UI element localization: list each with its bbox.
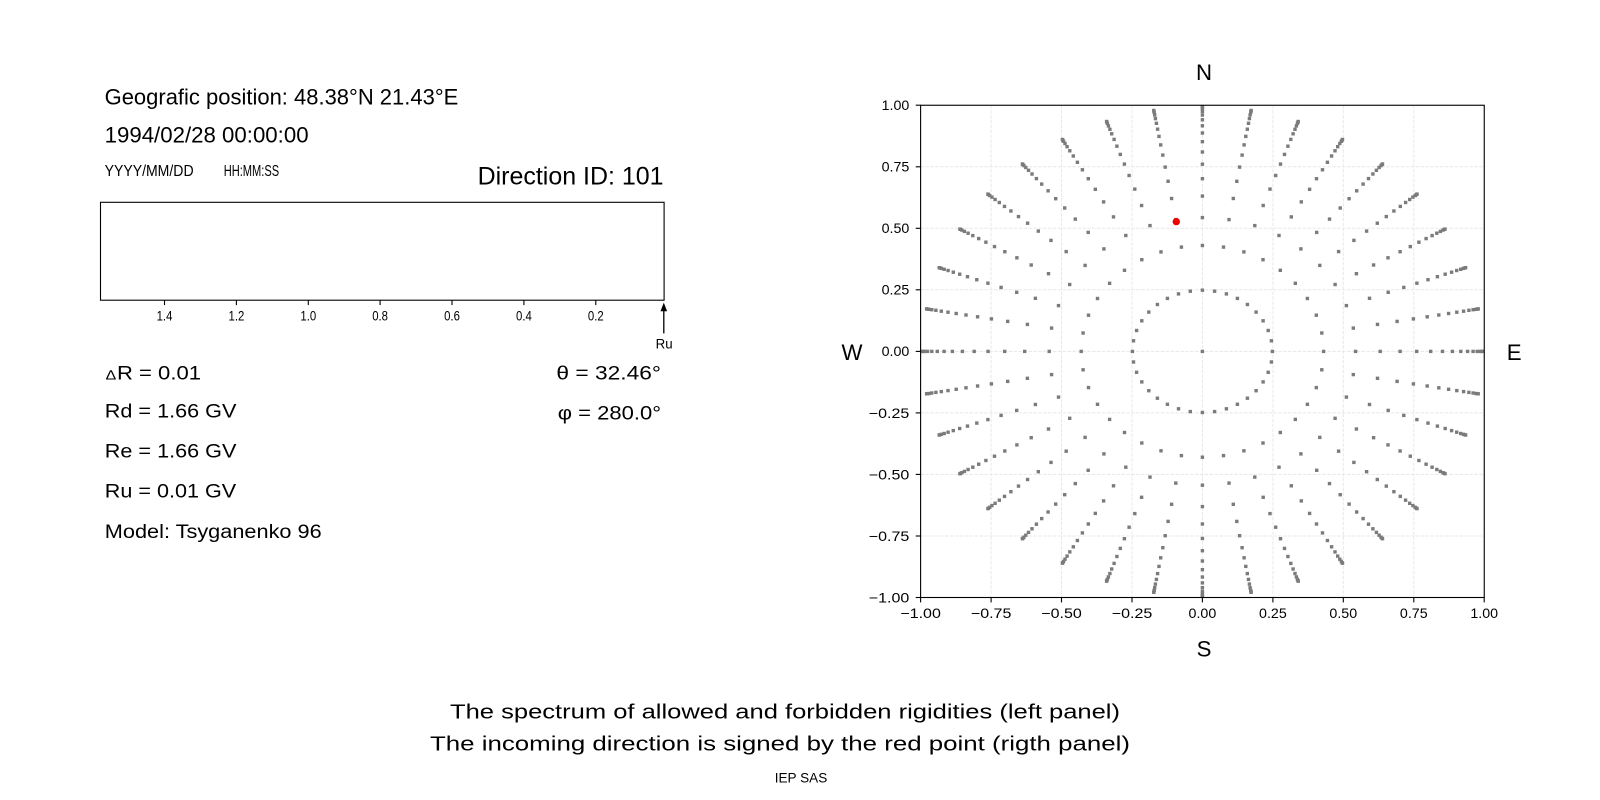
svg-text:0.8: 0.8 <box>372 307 388 323</box>
svg-text:The spectrum of allowed and fo: The spectrum of allowed and forbidden ri… <box>450 702 1120 724</box>
svg-text:YYYY/MM/DD: YYYY/MM/DD <box>105 163 194 180</box>
svg-text:R = 0.01: R = 0.01 <box>117 362 201 384</box>
svg-text:S: S <box>1197 636 1212 661</box>
svg-text:N: N <box>1196 60 1212 85</box>
svg-text:Ru: Ru <box>656 335 673 351</box>
svg-text:−0.50: −0.50 <box>1041 605 1082 621</box>
svg-text:IEP SAS: IEP SAS <box>775 770 828 786</box>
svg-text:0.75: 0.75 <box>882 159 910 175</box>
svg-text:Re = 1.66 GV: Re = 1.66 GV <box>105 440 237 462</box>
svg-text:−0.75: −0.75 <box>869 528 910 544</box>
svg-text:−0.50: −0.50 <box>869 466 910 482</box>
svg-text:E: E <box>1507 340 1522 365</box>
svg-text:1.00: 1.00 <box>1470 605 1498 621</box>
svg-text:0.75: 0.75 <box>1400 605 1428 621</box>
svg-text:1.0: 1.0 <box>300 307 316 323</box>
svg-text:0.4: 0.4 <box>516 307 532 323</box>
svg-text:φ = 280.0°: φ = 280.0° <box>558 402 661 424</box>
svg-text:−1.00: −1.00 <box>900 605 941 621</box>
svg-text:0.50: 0.50 <box>1329 605 1357 621</box>
svg-text:0.00: 0.00 <box>882 343 910 359</box>
svg-text:0.2: 0.2 <box>588 307 604 323</box>
svg-text:0.00: 0.00 <box>1189 605 1217 621</box>
svg-text:∆: ∆ <box>106 367 117 382</box>
svg-text:0.25: 0.25 <box>882 282 910 298</box>
svg-text:0.50: 0.50 <box>882 220 910 236</box>
svg-text:0.25: 0.25 <box>1259 605 1287 621</box>
svg-text:HH:MM:SS: HH:MM:SS <box>224 163 280 180</box>
svg-text:1.2: 1.2 <box>229 307 245 323</box>
svg-text:Geografic position: 48.38°N 21: Geografic position: 48.38°N 21.43°E <box>105 85 459 110</box>
svg-text:Ru = 0.01 GV: Ru = 0.01 GV <box>105 481 236 503</box>
svg-text:1.00: 1.00 <box>882 97 910 113</box>
svg-text:0.6: 0.6 <box>444 307 460 323</box>
svg-text:−1.00: −1.00 <box>869 589 910 605</box>
svg-text:Rd = 1.66 GV: Rd = 1.66 GV <box>105 401 237 423</box>
svg-text:Model: Tsyganenko 96: Model: Tsyganenko 96 <box>105 521 322 543</box>
svg-text:−0.75: −0.75 <box>971 605 1012 621</box>
svg-text:Direction ID: 101: Direction ID: 101 <box>478 162 664 190</box>
svg-text:W: W <box>842 340 863 365</box>
svg-text:The incoming direction is sign: The incoming direction is signed by the … <box>430 734 1130 756</box>
svg-text:1.4: 1.4 <box>157 307 173 323</box>
svg-text:−0.25: −0.25 <box>1112 605 1153 621</box>
svg-text:θ = 32.46°: θ = 32.46° <box>556 363 661 385</box>
svg-text:1994/02/28 00:00:00: 1994/02/28 00:00:00 <box>105 123 309 148</box>
svg-text:−0.25: −0.25 <box>869 405 910 421</box>
